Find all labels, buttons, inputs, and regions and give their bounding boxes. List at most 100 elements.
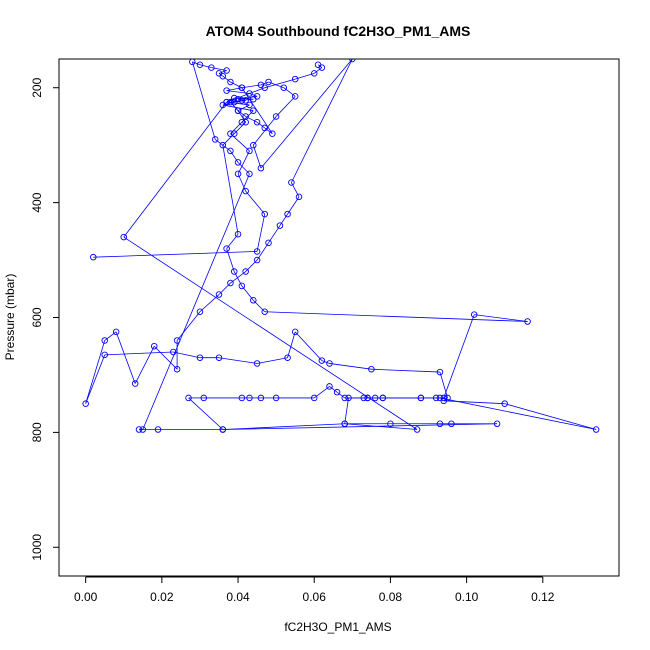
series-segment (371, 368, 440, 373)
series-segment (317, 64, 323, 68)
data-point (387, 420, 394, 428)
y-axis: 200 400 600 800 1000 (30, 77, 60, 561)
series-segment (252, 145, 262, 169)
series-segment (264, 78, 296, 89)
data-point (242, 268, 249, 275)
data-point (238, 118, 246, 126)
series-segment (218, 357, 258, 364)
series-segment (199, 64, 212, 69)
data-point (234, 95, 242, 103)
data-point (154, 426, 162, 433)
series-segment (226, 90, 250, 94)
series-segment (192, 61, 201, 66)
data-point (448, 420, 455, 428)
data-point (223, 67, 230, 74)
data-point (219, 426, 227, 433)
data-point (592, 426, 600, 433)
data-point (261, 124, 268, 132)
data-point (284, 210, 291, 218)
series-segment (222, 423, 498, 430)
series-segment (283, 87, 296, 97)
series-segment (222, 145, 239, 235)
series-segment (191, 61, 216, 140)
series-segment (295, 72, 315, 80)
series-segment (188, 397, 224, 430)
data-point (223, 245, 230, 252)
series-segment (504, 403, 597, 430)
data-point (246, 147, 253, 155)
data-point (269, 130, 276, 137)
data-point (173, 365, 181, 373)
data-point (238, 97, 246, 104)
data-point (253, 248, 261, 255)
data-point (295, 193, 303, 201)
data-point (349, 59, 356, 63)
data-point (501, 400, 508, 407)
data-point (227, 98, 234, 106)
series-segment (245, 116, 258, 123)
series-segment (237, 110, 246, 117)
series-segment (291, 59, 353, 183)
data-point (185, 394, 192, 402)
series-segment (313, 67, 323, 74)
series-segment (287, 331, 296, 358)
series-segment (321, 360, 330, 364)
series-segment (218, 73, 224, 77)
data-point (135, 426, 143, 433)
series-segment (257, 357, 288, 364)
series-segment (230, 150, 239, 163)
x-tick-label: 0.06 (303, 590, 327, 604)
series-segment (142, 173, 250, 430)
x-axis-label: fC2H3O_PM1_AMS (284, 620, 391, 634)
x-tick-label: 0.10 (455, 590, 479, 604)
data-point (223, 98, 230, 106)
data-point (253, 118, 261, 126)
data-point (215, 70, 223, 77)
y-tick-label: 600 (30, 307, 44, 327)
data-point (234, 170, 242, 178)
data-point (208, 64, 215, 71)
series-segment (230, 81, 243, 89)
series-segment (275, 96, 296, 117)
x-tick-label: 0.12 (531, 590, 555, 604)
data-point (150, 342, 158, 350)
data-point (242, 113, 249, 120)
series-segment (443, 400, 505, 405)
series-segment (287, 196, 300, 215)
series-segment (336, 391, 345, 399)
series-segment (264, 127, 273, 134)
series-segment (123, 236, 418, 430)
series-segment (123, 101, 227, 238)
data-point (238, 84, 246, 91)
data-point (101, 337, 108, 344)
data-point (139, 426, 147, 433)
series-segment (344, 423, 418, 430)
data-point (440, 394, 448, 402)
data-point (230, 130, 238, 137)
series-segment (264, 311, 528, 322)
data-point (250, 95, 257, 103)
data-point (341, 394, 348, 402)
data-point (261, 84, 268, 91)
data-point (120, 233, 128, 241)
series-segment (104, 351, 174, 356)
data-point (272, 113, 280, 120)
data-point (250, 141, 257, 149)
data-point (215, 354, 223, 361)
series-segment (329, 363, 372, 370)
series-segment (85, 354, 106, 404)
data-point (360, 394, 368, 402)
data-point (242, 187, 249, 195)
series-segment (439, 371, 448, 399)
series-segment (93, 251, 258, 258)
data-point (326, 360, 333, 367)
data-point (310, 70, 318, 77)
data-point (368, 365, 375, 373)
data-point (234, 230, 242, 238)
series-segment (256, 121, 265, 129)
series-segment (104, 331, 117, 341)
data-point (291, 93, 299, 100)
series-segment (226, 101, 250, 106)
data-point (364, 394, 371, 402)
